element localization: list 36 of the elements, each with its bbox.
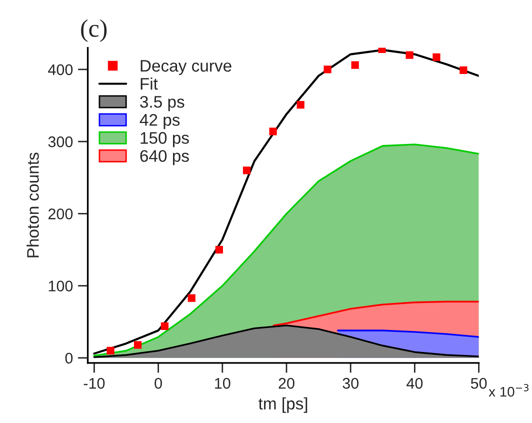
x-axis-title: tm [ps]	[258, 397, 308, 413]
legend-label: Fit	[140, 78, 158, 90]
point	[188, 294, 196, 302]
point	[460, 66, 468, 74]
point	[432, 53, 440, 61]
point	[269, 128, 277, 136]
y-tick-label: 100	[48, 280, 73, 292]
text: x 10$^{−3}$	[488, 384, 529, 397]
legend-label: 3.5 ps	[140, 96, 184, 112]
legend-label: 150 ps	[140, 132, 189, 148]
y-tick-label: 400	[48, 64, 73, 76]
y-tick-label: 0	[65, 352, 73, 364]
point	[406, 51, 414, 59]
chart-title: (c)	[81, 19, 107, 42]
point	[351, 61, 359, 69]
y-axis-title: Photon counts	[26, 152, 39, 258]
point	[324, 66, 332, 74]
x-tick-label: 10	[215, 378, 230, 389]
y-tick-label: 200	[48, 208, 73, 220]
point	[160, 322, 169, 330]
point	[242, 166, 251, 174]
x-tick-label: 20	[278, 378, 294, 389]
x-tick-label: 0	[154, 378, 162, 389]
x-tick-label: -10	[84, 378, 105, 389]
x-tick-label: 40	[406, 378, 423, 389]
point	[296, 100, 304, 109]
point	[106, 346, 114, 354]
legend-label: 640 ps	[140, 150, 189, 166]
legend-label: Decay curve	[140, 60, 232, 75]
point	[215, 246, 223, 254]
y-tick-label: 300	[48, 136, 73, 148]
line-series	[93, 48, 479, 355]
point	[134, 341, 142, 349]
x-tick-label: 30	[342, 378, 358, 389]
legend-label: 42 ps	[140, 114, 180, 130]
x-tick-label: 50	[470, 378, 487, 389]
